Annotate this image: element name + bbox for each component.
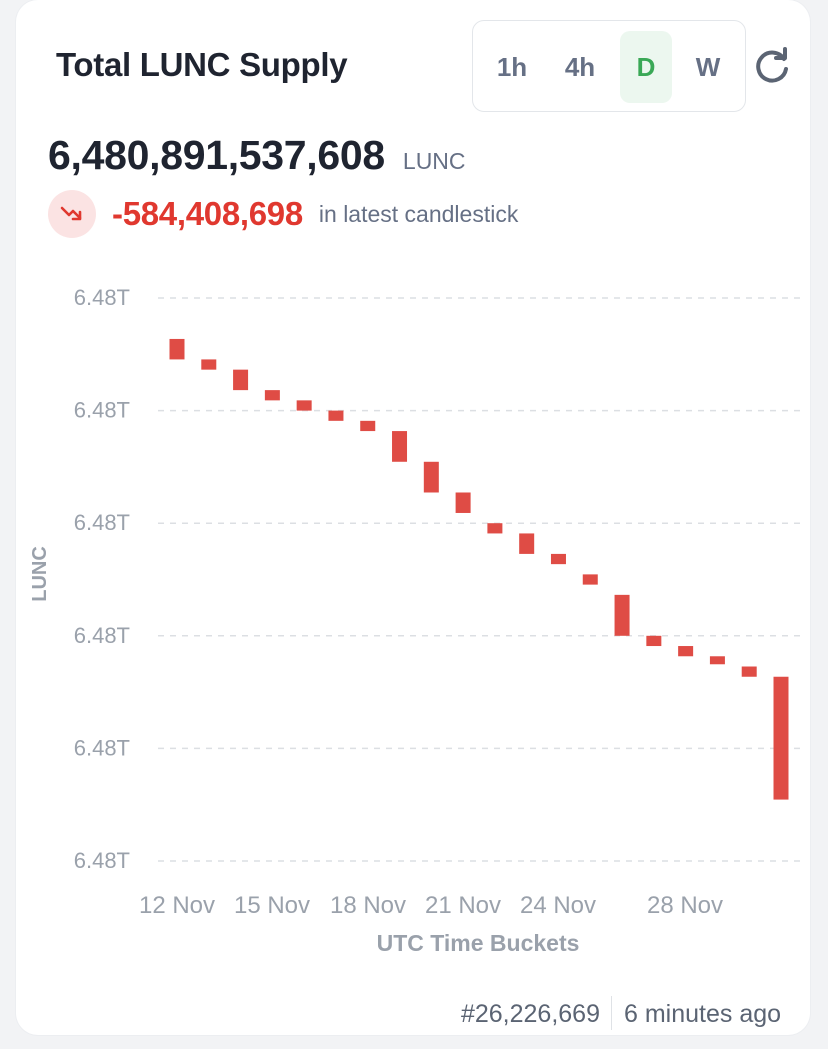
timeframe-w-button[interactable]: W (695, 51, 721, 82)
y-tick-label: 6.48T (74, 735, 130, 760)
timeframe-4h-button[interactable]: 4h (564, 51, 596, 82)
y-tick-label: 6.48T (74, 848, 130, 873)
footer-divider (611, 996, 612, 1030)
candle[interactable] (296, 400, 312, 411)
candle[interactable] (773, 676, 789, 800)
candle[interactable] (169, 338, 185, 360)
change-label: in latest candlestick (318, 200, 519, 227)
refresh-icon[interactable] (750, 45, 794, 89)
x-tick-label: 15 Nov (234, 892, 310, 919)
timeframe-selector: 1h 4h D W (472, 20, 746, 112)
supply-unit: LUNC (402, 148, 466, 174)
candle[interactable] (614, 594, 630, 636)
candle[interactable] (264, 390, 280, 401)
change-value: -584,408,698 (112, 195, 303, 232)
candle[interactable] (233, 369, 249, 391)
x-tick-label: 28 Nov (647, 892, 723, 919)
candle[interactable] (328, 410, 344, 421)
last-updated: 6 minutes ago (624, 1000, 782, 1028)
supply-change: -584,408,698 in latest candlestick (48, 190, 518, 238)
candle[interactable] (360, 420, 376, 432)
candle[interactable] (709, 656, 725, 665)
timeframe-d-button[interactable]: D (620, 31, 672, 103)
x-axis-title: UTC Time Buckets (377, 930, 580, 956)
card-title: Total LUNC Supply (56, 46, 348, 83)
candle[interactable] (201, 359, 217, 370)
timeframe-1h-button[interactable]: 1h (496, 51, 528, 82)
y-tick-label: 6.48T (74, 623, 130, 648)
candle[interactable] (423, 461, 439, 493)
supply-candlestick-chart: 6.48T 6.48T 6.48T 6.48T 6.48T 6.48T 12 Nov 15 N… (29, 285, 800, 956)
y-tick-label: 6.48T (74, 398, 130, 423)
candle[interactable] (455, 492, 471, 513)
supply-card: Total LUNC Supply 1h 4h D W (16, 0, 810, 1035)
candle[interactable] (487, 523, 503, 534)
x-tick-label: 21 Nov (425, 892, 501, 919)
y-axis-title: LUNC (29, 546, 51, 602)
candle[interactable] (582, 574, 598, 585)
block-number: #26,226,669 (460, 1000, 600, 1028)
x-tick-label: 18 Nov (330, 892, 406, 919)
candle[interactable] (646, 635, 662, 647)
trend-down-icon (48, 190, 96, 238)
y-tick-label: 6.48T (74, 510, 130, 535)
candle[interactable] (519, 533, 535, 554)
candle[interactable] (392, 431, 408, 462)
supply-total: 6,480,891,537,608 LUNC (48, 132, 466, 179)
x-tick-label: 24 Nov (520, 892, 596, 919)
candle[interactable] (550, 553, 566, 565)
footer: #26,226,669 6 minutes ago (0, 996, 828, 1036)
candle[interactable] (678, 646, 694, 657)
supply-value: 6,480,891,537,608 (48, 132, 385, 178)
x-tick-label: 12 Nov (139, 892, 215, 919)
y-tick-label: 6.48T (74, 285, 130, 310)
candle[interactable] (741, 666, 757, 677)
